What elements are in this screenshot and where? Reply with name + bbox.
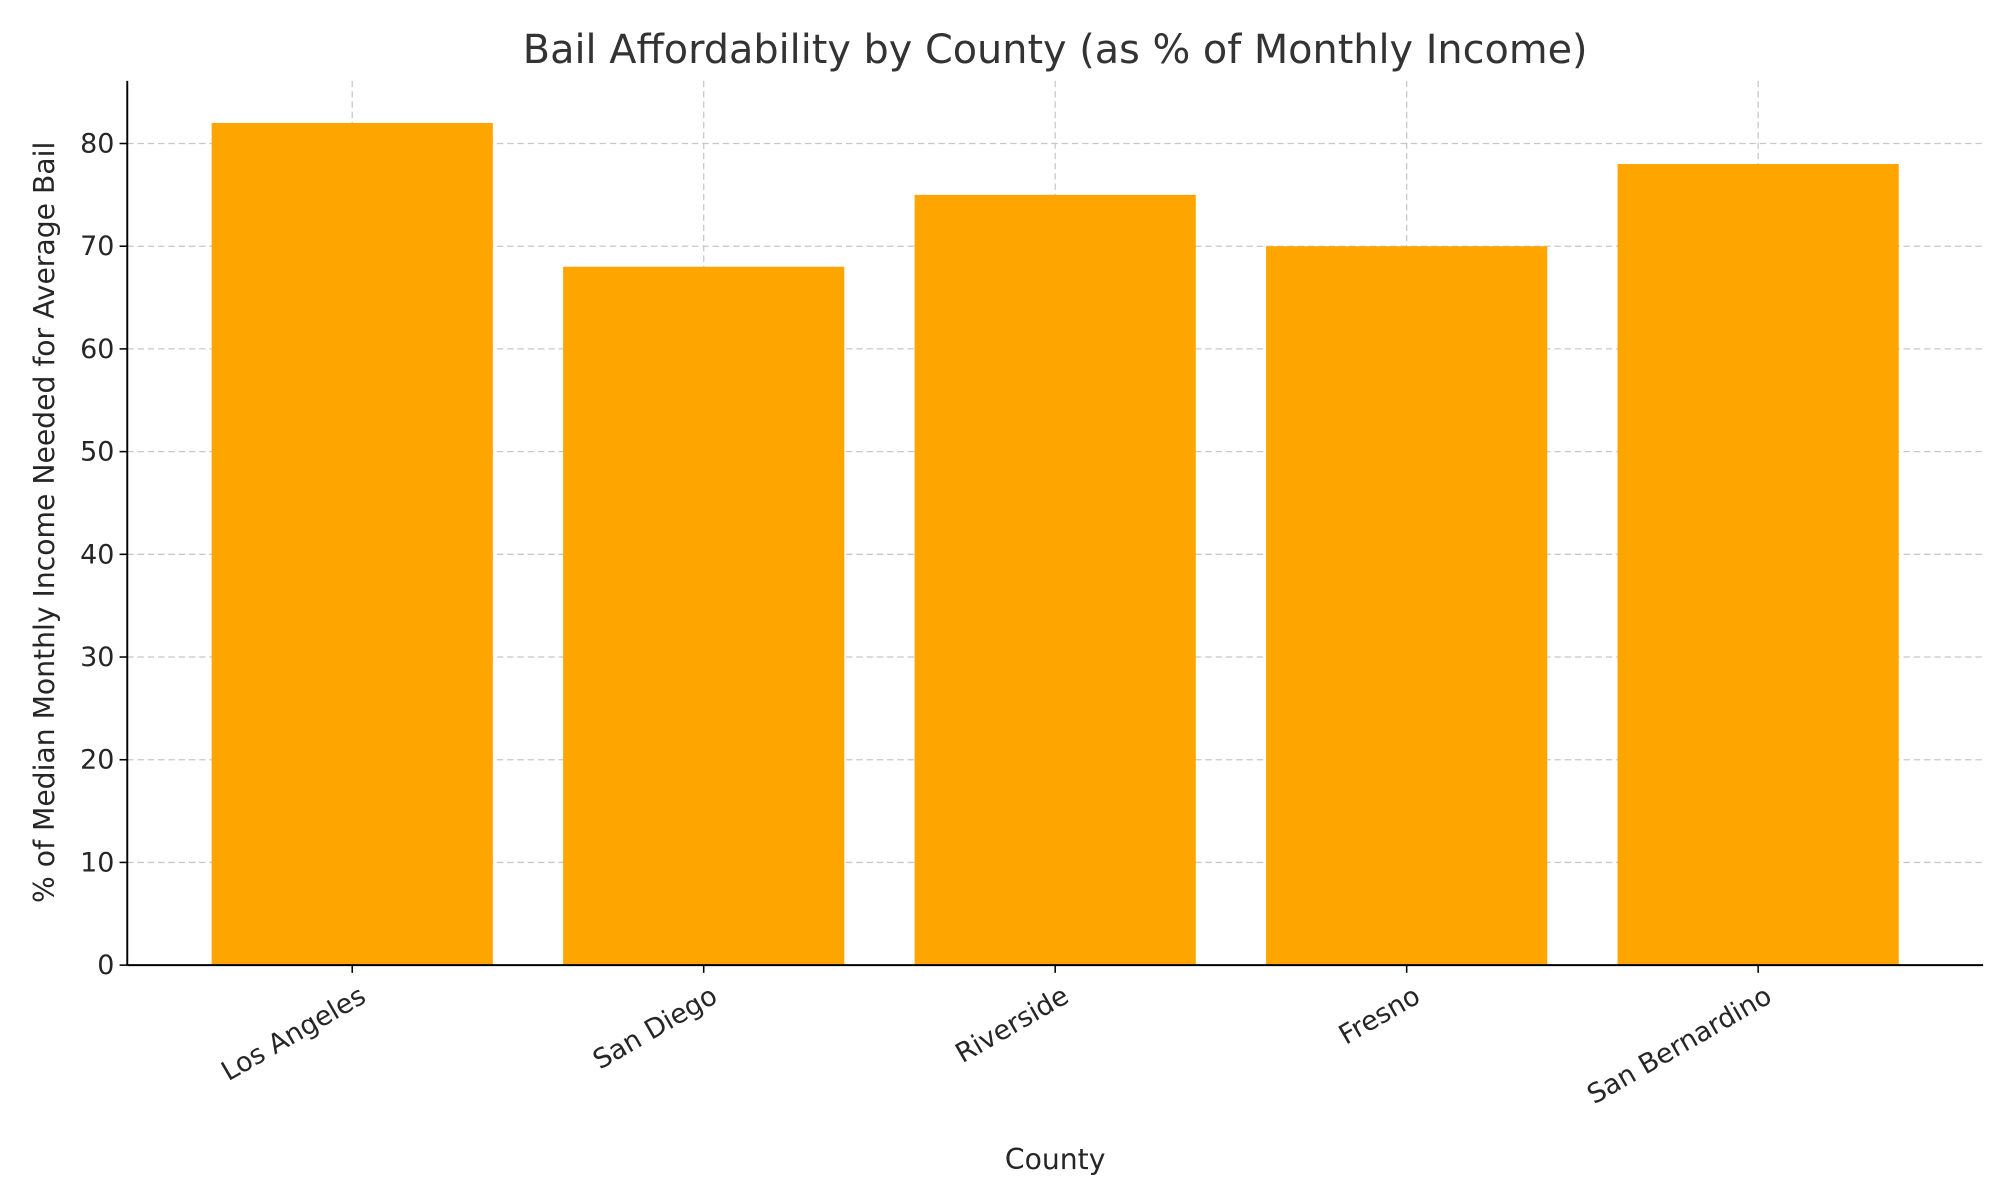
y-tick-label: 0 <box>97 950 114 981</box>
x-tick-label: Fresno <box>1334 980 1426 1051</box>
bar-riverside <box>914 194 1196 966</box>
bar-fresno <box>1266 246 1548 966</box>
y-tick-label: 50 <box>80 437 114 468</box>
x-tick-label: Los Angeles <box>216 980 371 1087</box>
x-axis-label: County <box>1005 1143 1106 1176</box>
y-tick-label: 20 <box>80 745 114 776</box>
y-tick-label: 40 <box>80 539 114 570</box>
y-axis-label: % of Median Monthly Income Needed for Av… <box>28 142 61 903</box>
bar-los-angeles <box>211 122 493 966</box>
y-tick-label: 30 <box>80 642 114 673</box>
bar-san-bernardino <box>1617 164 1899 966</box>
bar-san-diego <box>563 266 845 966</box>
x-tick-label: Riverside <box>950 980 1074 1069</box>
y-tick-label: 70 <box>80 231 114 262</box>
y-tick-label: 60 <box>80 334 114 365</box>
x-tick-label: San Bernardino <box>1582 980 1777 1110</box>
chart-title: Bail Affordability by County (as % of Mo… <box>523 27 1588 73</box>
x-tick-label: San Diego <box>588 980 723 1076</box>
y-tick-label: 10 <box>80 847 114 878</box>
y-tick-label: 80 <box>80 128 114 159</box>
